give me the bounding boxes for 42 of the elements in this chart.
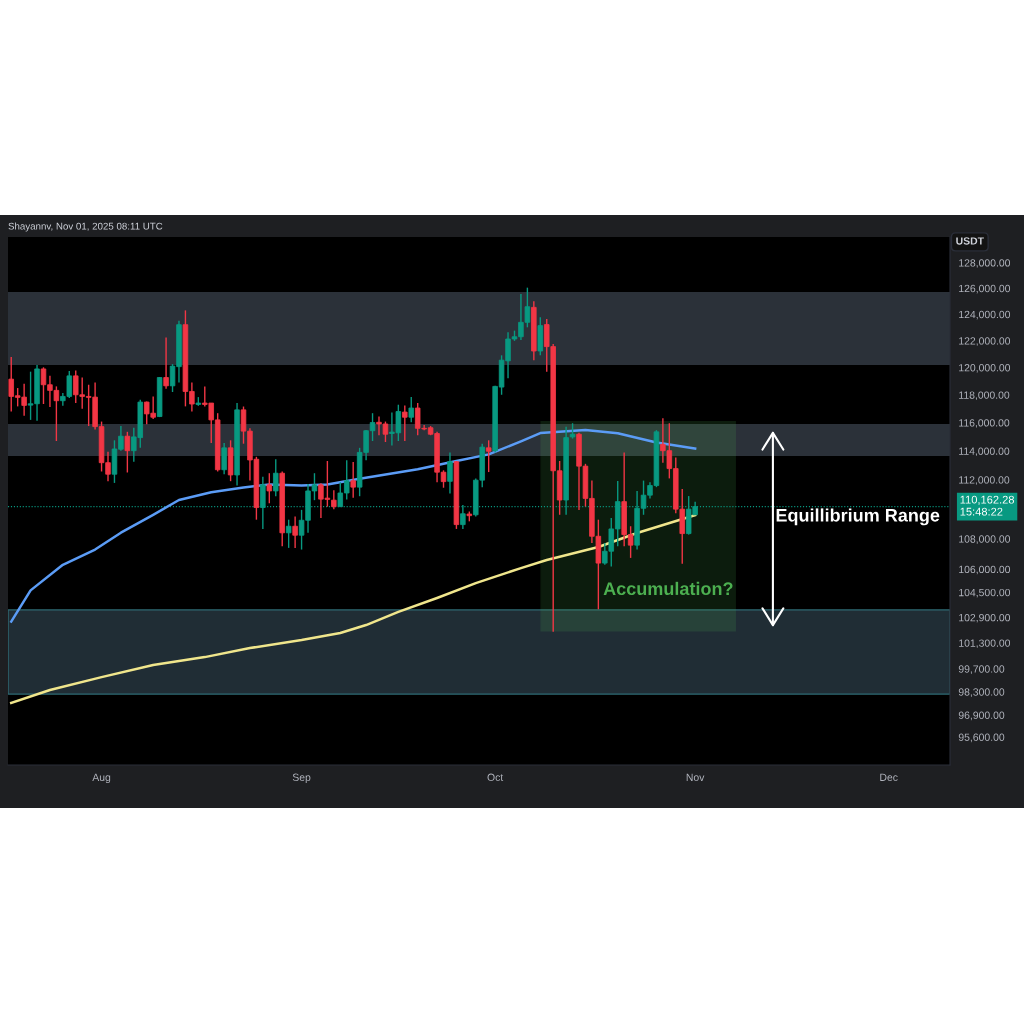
y-tick-label: 95,600.00	[958, 733, 1005, 743]
y-tick-label: 116,000.00	[959, 419, 1010, 428]
candlestick	[285, 518, 292, 549]
candlestick	[447, 451, 453, 495]
y-tick-label: 122,000.00	[959, 337, 1011, 346]
x-tick-label: Aug	[92, 773, 111, 784]
chart-title: Shayannv, Nov 01, 2025 08:11 UTC	[8, 222, 163, 232]
x-tick-label: Nov	[686, 773, 705, 781]
candlestick	[331, 489, 337, 510]
y-tick-label: 96,900.00	[958, 711, 1005, 721]
y-tick-label: 114,000.00	[959, 447, 1010, 457]
y-tick-label: 102,900.00	[959, 613, 1011, 623]
y-tick-label: 108,000.00	[959, 535, 1011, 544]
candlestick	[260, 475, 266, 530]
y-axis-title: USDT	[956, 237, 984, 245]
candlestick	[408, 396, 414, 423]
candlestick	[124, 431, 131, 474]
x-tick-label: Dec	[880, 773, 898, 781]
x-tick-label: Oct	[487, 773, 504, 781]
candlestick	[402, 404, 408, 442]
y-tick-label: 118,000.00	[959, 391, 1010, 401]
candlestick	[266, 472, 273, 504]
y-tick-label: 101,300.00	[959, 639, 1011, 649]
candlestick	[163, 336, 169, 390]
annotation: Accumulation?	[603, 581, 733, 596]
y-tick-label: 120,000.00	[959, 364, 1011, 373]
y-tick-label: 112,000.00	[959, 476, 1010, 485]
candlestick	[350, 461, 356, 499]
candlestick	[485, 439, 492, 473]
candlestick	[221, 442, 227, 475]
y-tick-label: 104,500.00	[959, 588, 1011, 598]
y-tick-label: 99,700.00	[958, 665, 1005, 674]
ref-line-label: 110,162.28 15:48:22	[960, 495, 1015, 516]
annotation: Equillibrium Range	[776, 508, 940, 526]
x-tick-label: Sep	[292, 773, 311, 784]
y-tick-label: 126,000.00	[959, 284, 1011, 294]
candlestick	[273, 458, 279, 497]
y-tick-label: 124,000.00	[959, 310, 1011, 320]
y-tick-label: 98,300.00	[958, 688, 1005, 697]
y-tick-label: 128,000.00	[959, 259, 1011, 268]
candlestick	[292, 515, 298, 549]
y-tick-label: 106,000.00	[959, 565, 1011, 575]
